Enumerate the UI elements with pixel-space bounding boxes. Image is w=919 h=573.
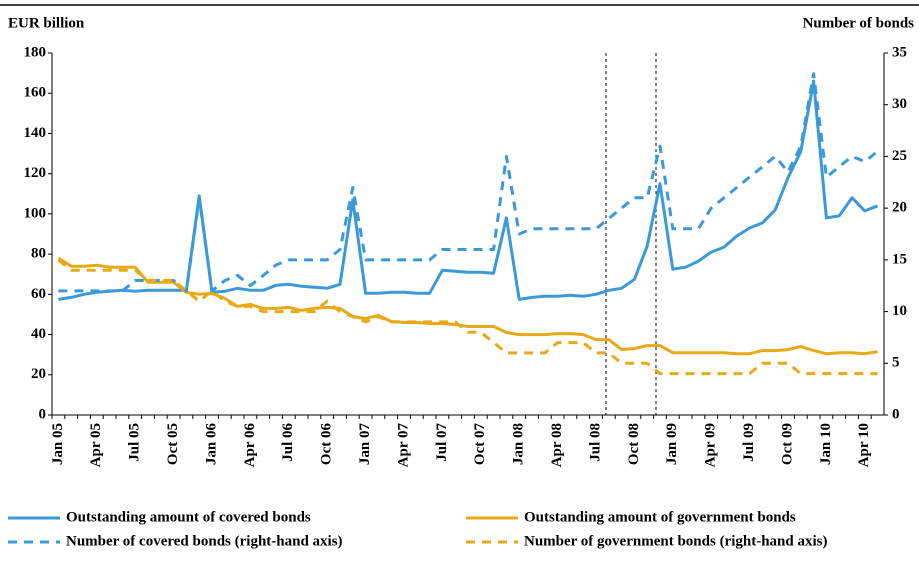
series-line [58, 72, 879, 293]
x-tick-label: Jul 09 [741, 423, 757, 462]
y-tick-label: 0 [39, 406, 47, 422]
x-tick-label: Jan 05 [50, 423, 66, 465]
legend-label: Outstanding amount of government bonds [524, 509, 796, 525]
x-tick-label: Jan 10 [818, 423, 834, 465]
x-tick-label: Jul 06 [280, 423, 296, 462]
y2-tick-label: 0 [892, 406, 900, 422]
y2-tick-label: 20 [892, 200, 907, 216]
y-tick-label: 140 [24, 125, 47, 141]
x-tick-label: Jan 07 [357, 423, 373, 466]
legend-label: Outstanding amount of covered bonds [66, 509, 311, 525]
x-tick-label: Apr 08 [549, 423, 565, 467]
y2-axis-title: Number of bonds [803, 15, 915, 31]
y2-tick-label: 15 [892, 251, 907, 267]
x-tick-label: Apr 05 [88, 423, 104, 467]
y2-tick-label: 5 [892, 355, 900, 371]
x-tick-label: Oct 05 [165, 423, 181, 465]
y-tick-label: 20 [31, 366, 46, 382]
y2-tick-label: 30 [892, 96, 907, 112]
y-tick-label: 120 [24, 165, 47, 181]
x-tick-label: Apr 07 [395, 423, 411, 468]
y-tick-label: 80 [31, 246, 46, 262]
y-tick-label: 40 [31, 326, 46, 342]
x-tick-label: Jul 08 [587, 423, 603, 462]
y-tick-label: 60 [31, 286, 46, 302]
x-tick-label: Jan 09 [664, 423, 680, 465]
x-tick-label: Apr 09 [703, 423, 719, 467]
series-line [57, 258, 878, 376]
x-tick-label: Jul 05 [127, 423, 143, 462]
y2-tick-label: 35 [892, 44, 907, 60]
y2-tick-label: 10 [892, 303, 907, 319]
x-tick-label: Jan 06 [203, 423, 219, 466]
x-tick-label: Jul 07 [434, 423, 450, 462]
y-tick-label: 180 [24, 44, 47, 60]
y2-tick-label: 25 [892, 148, 907, 164]
x-tick-label: Oct 08 [626, 423, 642, 465]
x-tick-label: Apr 06 [242, 423, 258, 468]
x-tick-label: Jan 08 [511, 423, 527, 465]
series-line [58, 79, 879, 301]
x-tick-label: Apr 10 [856, 423, 872, 467]
x-tick-label: Oct 06 [319, 423, 335, 466]
y-axis-title: EUR billion [8, 15, 85, 31]
y-tick-label: 100 [24, 205, 47, 221]
x-tick-label: Oct 09 [779, 423, 795, 465]
series-line [57, 256, 878, 356]
legend-label: Number of government bonds (right-hand a… [524, 533, 828, 549]
legend-label: Number of covered bonds (right-hand axis… [66, 533, 343, 549]
x-tick-label: Oct 07 [472, 423, 488, 466]
y-tick-label: 160 [24, 85, 47, 101]
